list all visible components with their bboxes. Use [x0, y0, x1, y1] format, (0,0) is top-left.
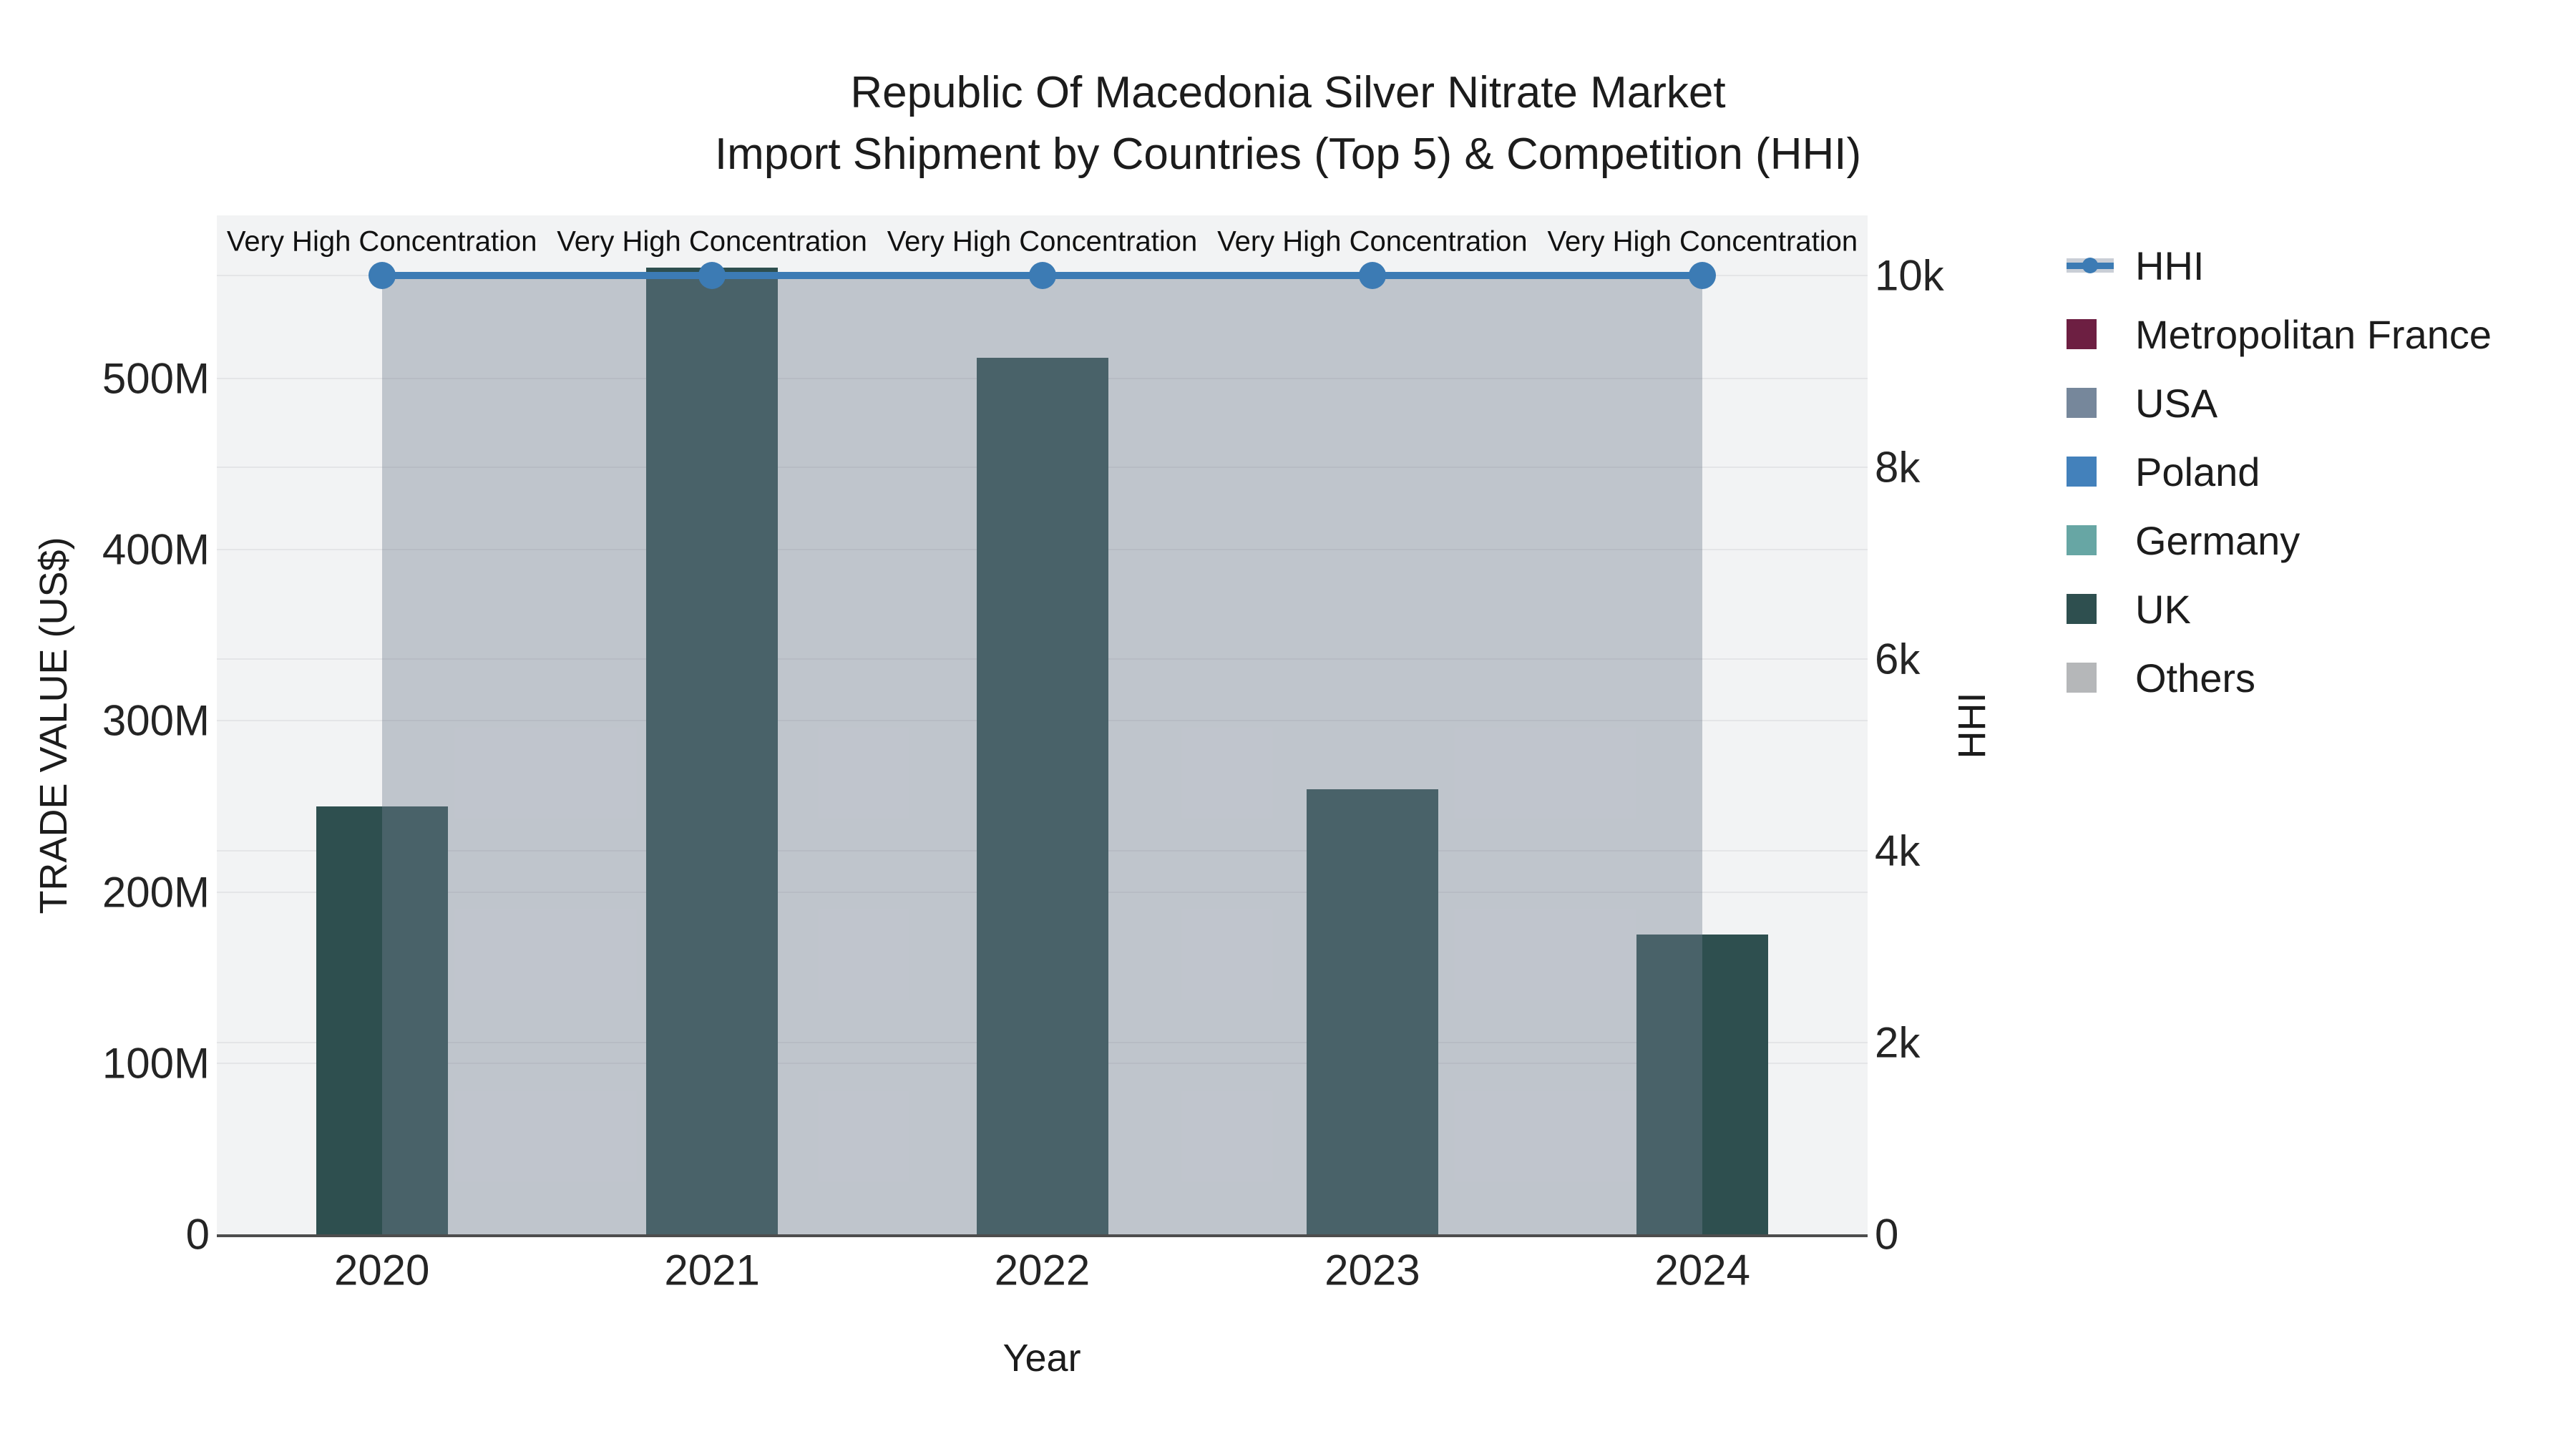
y-right-tick-0: 0 [1875, 1210, 1899, 1259]
y-left-tick-0: 0 [185, 1210, 210, 1259]
legend-label: Others [2135, 655, 2256, 701]
x-tick-2020: 2020 [333, 1246, 430, 1294]
legend-swatch-sample [2067, 388, 2117, 418]
hhi-marker-2022 [1028, 262, 1056, 289]
legend-swatch [2067, 319, 2097, 349]
annotation-2024: Very High Concentration [1547, 225, 1858, 258]
hhi-marker-2020 [368, 262, 396, 289]
legend-label: Metropolitan France [2135, 311, 2492, 357]
legend-item-uk[interactable]: UK [2067, 575, 2492, 643]
bar-2021 [646, 267, 779, 1234]
y-axis-right-title: HHI [1951, 692, 1994, 759]
annotation-2023: Very High Concentration [1217, 225, 1528, 258]
legend: HHI Metropolitan France USA Poland Germany UK… [2067, 231, 2492, 712]
y-right-tick-4k: 4k [1875, 826, 1921, 875]
y-left-tick-400M: 400M [102, 525, 210, 574]
hhi-sample-dot [2082, 258, 2098, 273]
legend-swatch-sample [2067, 319, 2117, 349]
legend-item-usa[interactable]: USA [2067, 369, 2492, 437]
legend-item-germany[interactable]: Germany [2067, 506, 2492, 575]
legend-swatch-sample [2067, 525, 2117, 555]
legend-label: UK [2135, 586, 2191, 632]
legend-swatch [2067, 525, 2097, 555]
bar-2022 [976, 358, 1108, 1234]
chart-title-line-2: Import Shipment by Countries (Top 5) & C… [714, 130, 1862, 179]
x-tick-2023: 2023 [1324, 1246, 1420, 1294]
bar-2024 [1636, 935, 1769, 1234]
annotation-2020: Very High Concentration [226, 225, 537, 258]
x-axis-line [217, 1234, 1868, 1237]
y-right-tick-8k: 8k [1875, 443, 1921, 492]
legend-swatch [2067, 388, 2097, 418]
y-left-tick-100M: 100M [102, 1039, 210, 1088]
bar-2023 [1306, 789, 1438, 1234]
legend-label: Germany [2135, 517, 2301, 563]
legend-swatch-sample [2067, 594, 2117, 624]
hhi-area-fill [381, 275, 1703, 1234]
annotation-2022: Very High Concentration [887, 225, 1198, 258]
hhi-line-sample-icon [2067, 250, 2114, 280]
legend-item-hhi[interactable]: HHI [2067, 231, 2492, 300]
hhi-marker-2023 [1358, 262, 1386, 289]
legend-swatch [2067, 663, 2097, 693]
legend-swatch-sample [2067, 457, 2117, 487]
hhi-marker-2021 [698, 262, 726, 289]
hhi-marker-2024 [1689, 262, 1717, 289]
annotation-2021: Very High Concentration [557, 225, 867, 258]
legend-line-sample [2067, 250, 2117, 280]
legend-label: Poland [2135, 449, 2260, 494]
y-left-tick-200M: 200M [102, 868, 210, 917]
legend-label: USA [2135, 380, 2218, 426]
x-tick-2021: 2021 [664, 1246, 760, 1294]
y-right-tick-6k: 6k [1875, 635, 1921, 683]
bar-2020 [316, 806, 448, 1234]
y-right-tick-2k: 2k [1875, 1018, 1921, 1067]
legend-item-poland[interactable]: Poland [2067, 437, 2492, 506]
y-axis-left-title: TRADE VALUE (US$) [32, 537, 75, 914]
y-left-tick-500M: 500M [102, 354, 210, 403]
y-right-tick-10k: 10k [1875, 251, 1944, 300]
legend-swatch [2067, 457, 2097, 487]
legend-swatch-sample [2067, 663, 2117, 693]
x-axis-title: Year [1002, 1337, 1081, 1380]
legend-item-metropolitan-france[interactable]: Metropolitan France [2067, 300, 2492, 369]
legend-swatch [2067, 594, 2097, 624]
legend-item-others[interactable]: Others [2067, 643, 2492, 712]
chart-title-line-1: Republic Of Macedonia Silver Nitrate Mar… [850, 68, 1726, 117]
x-tick-2022: 2022 [994, 1246, 1091, 1294]
legend-label: HHI [2135, 243, 2205, 288]
y-left-tick-300M: 300M [102, 696, 210, 745]
x-tick-2024: 2024 [1654, 1246, 1751, 1294]
